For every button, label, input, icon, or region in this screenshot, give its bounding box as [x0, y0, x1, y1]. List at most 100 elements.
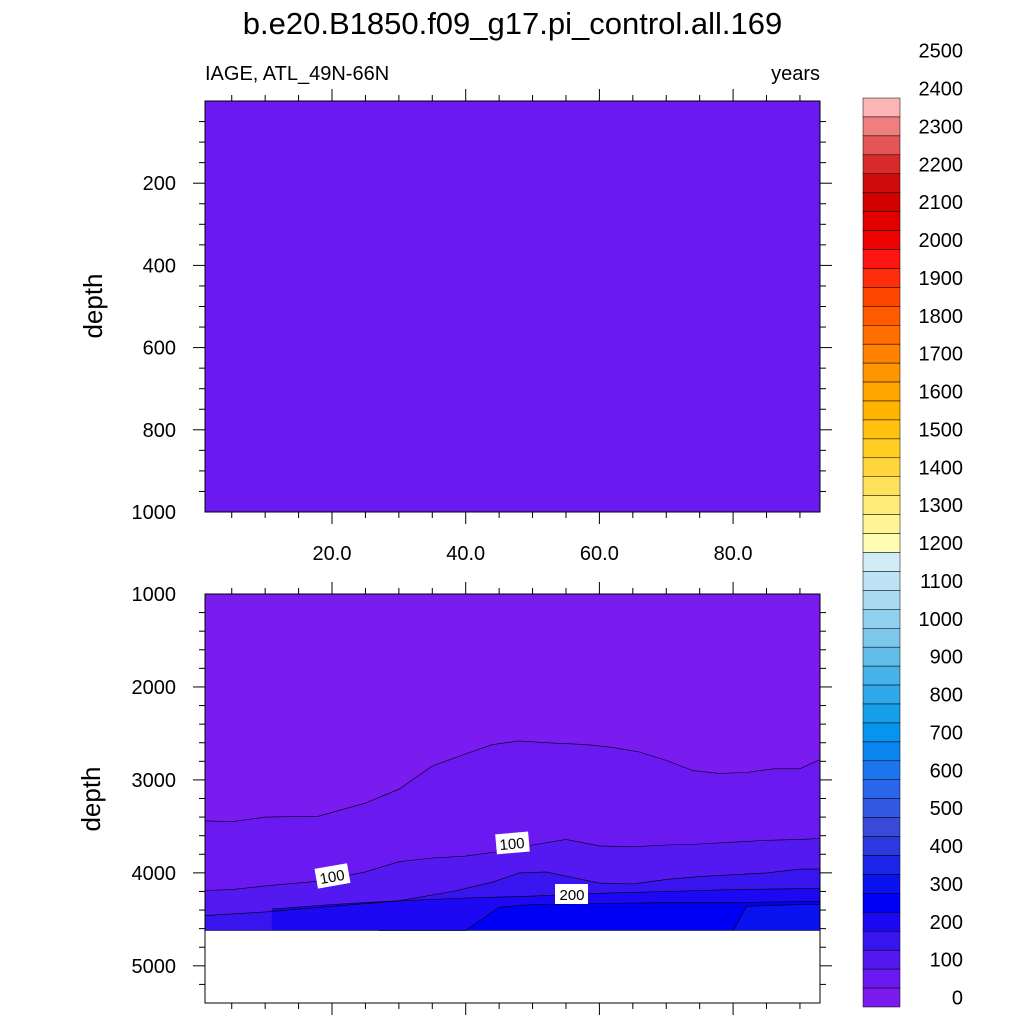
colorbar-label: 1500 — [919, 419, 964, 441]
contour-line-300 — [732, 904, 820, 931]
colorbar-label: 2400 — [919, 79, 964, 101]
bottom-y-tick-labels: 1000 2000 3000 4000 5000 — [132, 584, 177, 978]
contour-fill-300 — [733, 904, 820, 931]
colorbar-box — [862, 381, 901, 402]
colorbar-box — [862, 268, 901, 288]
colorbar-label: 2500 — [919, 41, 964, 63]
top-y-tick-labels: 200 400 600 800 1000 — [132, 173, 177, 524]
colorbar-label: 1200 — [919, 533, 964, 555]
colorbar-box — [862, 400, 901, 421]
colorbar-label: 400 — [930, 836, 963, 858]
colorbar-label: 900 — [930, 647, 963, 669]
variable-label: IAGE, ATL_49N-66N — [205, 63, 390, 85]
colorbar-box — [862, 779, 901, 799]
colorbar-box — [862, 703, 901, 724]
x-tick-labels: 20.0 40.0 60.0 80.0 — [313, 543, 753, 565]
colorbar-label: 1400 — [919, 457, 964, 479]
y-tick-label: 2000 — [132, 677, 177, 699]
y-tick-label: 1000 — [132, 584, 177, 606]
colorbar-box — [862, 760, 901, 780]
bottom-panel-frame — [204, 593, 821, 1004]
x-tick-label: 80.0 — [714, 543, 753, 565]
colorbar-box — [862, 533, 901, 553]
colorbar-box — [862, 362, 901, 383]
colorbar-box — [862, 495, 901, 515]
colorbar-box — [862, 722, 901, 743]
contour-label-3: 200 — [555, 884, 588, 904]
colorbar-box — [862, 287, 901, 307]
colorbar-box — [862, 590, 901, 610]
x-tick-label: 40.0 — [446, 543, 485, 565]
y-tick-label: 600 — [143, 338, 176, 360]
colorbar-box — [862, 343, 901, 364]
contour-line-150 — [205, 868, 820, 916]
y-tick-label: 800 — [143, 420, 176, 442]
colorbar-label: 1600 — [919, 382, 964, 404]
colorbar-box — [862, 798, 901, 818]
colorbar-box — [862, 987, 901, 1008]
contour-line-50 — [205, 740, 820, 823]
y-tick-label: 400 — [143, 255, 176, 277]
colorbar-label: 2200 — [919, 154, 964, 176]
colorbar-label: 1300 — [919, 495, 964, 517]
colorbar-label: 100 — [930, 950, 963, 972]
colorbar-label: 300 — [930, 874, 963, 896]
colorbar-box — [862, 874, 901, 894]
colorbar-box — [862, 571, 901, 591]
colorbar-box — [862, 154, 901, 174]
colorbar-box — [862, 893, 901, 913]
missing-data-region — [205, 930, 820, 933]
chart-title: b.e20.B1850.f09_g17.pi_control.all.169 — [242, 6, 783, 41]
colorbar-box — [862, 741, 901, 762]
y-tick-label: 1000 — [132, 502, 177, 524]
contour-label-2: 100 — [495, 831, 530, 855]
colorbar-box — [862, 211, 901, 231]
bottom-panel-fills — [205, 594, 820, 933]
colorbar-box — [862, 230, 901, 250]
x-tick-label: 60.0 — [580, 543, 619, 565]
colorbar-box — [862, 836, 901, 856]
colorbar-box — [862, 514, 901, 534]
colorbar-box — [862, 817, 901, 837]
colorbar: 2500240023002200210020001900180017001600… — [862, 41, 964, 1010]
colorbar-box — [862, 249, 901, 269]
y-tick-label: 5000 — [132, 956, 177, 978]
bottom-panel: 1000 2000 3000 4000 5000 depth 100 100 200 — [76, 582, 832, 1015]
colorbar-box — [862, 419, 901, 440]
x-tick-label: 20.0 — [313, 543, 352, 565]
colorbar-box — [862, 192, 901, 212]
colorbar-label: 1000 — [919, 609, 964, 631]
colorbar-box — [862, 173, 901, 193]
colorbar-box — [862, 438, 901, 459]
colorbar-label: 2100 — [919, 192, 964, 214]
colorbar-label: 200 — [930, 912, 963, 934]
colorbar-box — [862, 855, 901, 875]
colorbar-box — [862, 476, 901, 496]
colorbar-label: 2000 — [919, 230, 964, 252]
contour-label-text: 200 — [559, 887, 584, 904]
colorbar-box — [862, 135, 901, 156]
colorbar-label: 700 — [930, 722, 963, 744]
colorbar-box — [862, 912, 901, 932]
top-panel: 200 400 600 800 1000 depth 20.0 40.0 60.0 80.0 — [78, 89, 832, 565]
y-tick-label: 200 — [143, 173, 176, 195]
colorbar-label: 500 — [930, 798, 963, 820]
bottom-y-axis-label: depth — [76, 766, 106, 831]
colorbar-box — [862, 325, 901, 345]
top-panel-frame — [204, 100, 821, 513]
colorbar-box — [862, 684, 901, 705]
colorbar-box — [862, 552, 901, 572]
colorbar-box — [862, 646, 901, 667]
colorbar-label: 800 — [930, 685, 963, 707]
colorbar-label: 600 — [930, 760, 963, 782]
colorbar-label: 0 — [952, 988, 963, 1010]
top-y-axis-label: depth — [78, 273, 108, 338]
colorbar-labels: 2500240023002200210020001900180017001600… — [919, 41, 964, 1010]
colorbar-box — [862, 665, 901, 686]
y-tick-label: 4000 — [132, 863, 177, 885]
colorbar-box — [862, 457, 901, 477]
top-panel-ticks — [193, 89, 832, 524]
colorbar-box — [862, 931, 901, 951]
contour-line-250 — [378, 901, 820, 931]
